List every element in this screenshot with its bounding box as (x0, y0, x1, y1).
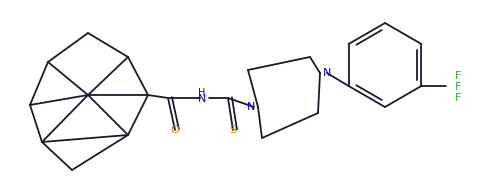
Text: N: N (246, 102, 255, 112)
Text: H: H (198, 88, 205, 98)
Text: F: F (454, 82, 461, 92)
Text: N: N (322, 68, 331, 78)
Text: O: O (170, 125, 179, 135)
Text: S: S (229, 125, 236, 135)
Text: N: N (197, 94, 206, 104)
Text: F: F (454, 71, 461, 81)
Text: F: F (454, 93, 461, 103)
